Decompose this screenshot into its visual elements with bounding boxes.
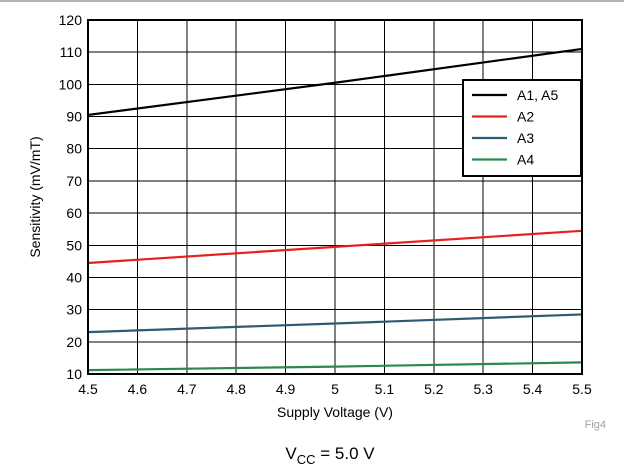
y-tick-labels: 10 20 30 40 50 60 70 80 90 100 110 120	[59, 12, 83, 382]
legend-entry: A2	[472, 109, 534, 125]
figure-id: Fig4	[585, 419, 606, 431]
legend-entry: A1, A5	[472, 87, 558, 103]
y-tick-label: 60	[66, 205, 82, 221]
y-tick-label: 20	[66, 334, 82, 350]
caption-value: = 5.0 V	[316, 444, 376, 463]
y-tick-label: 70	[66, 173, 82, 189]
x-tick-label: 4.7	[177, 381, 197, 397]
grid-lines	[87, 19, 583, 375]
legend-label: A2	[517, 109, 534, 125]
legend-label: A1, A5	[517, 87, 558, 103]
x-tick-label: 5.5	[572, 381, 592, 397]
x-tick-label: 4.9	[276, 381, 296, 397]
legend-entry: A3	[472, 130, 534, 146]
y-tick-label: 40	[66, 269, 82, 285]
x-tick-label: 4.5	[78, 381, 98, 397]
y-tick-label: 50	[66, 237, 82, 253]
x-tick-label: 5	[331, 381, 339, 397]
x-tick-label: 5.3	[473, 381, 493, 397]
legend-label: A4	[517, 152, 534, 168]
x-tick-label: 5.2	[424, 381, 444, 397]
y-tick-label: 10	[66, 366, 82, 382]
caption-symbol: V	[285, 444, 297, 463]
caption: VCC = 5.0 V	[285, 444, 375, 467]
x-tick-label: 5.1	[375, 381, 395, 397]
x-tick-label: 5.4	[523, 381, 543, 397]
y-tick-label: 30	[66, 302, 82, 318]
x-axis-title: Supply Voltage (V)	[277, 404, 393, 420]
x-tick-labels: 4.5 4.6 4.7 4.8 4.9 5 5.1 5.2 5.3 5.4 5.5	[78, 381, 592, 397]
plot-frame	[87, 19, 583, 375]
y-tick-label: 120	[59, 12, 83, 28]
legend-items: A1, A5 A2 A3 A4	[472, 87, 558, 168]
legend: A1, A5 A2 A3 A4	[462, 79, 582, 177]
series-line-3	[87, 313, 583, 334]
y-axis-title: Sensitivity (mV/mT)	[27, 136, 43, 257]
x-tick-label: 4.6	[128, 381, 148, 397]
y-tick-label: 100	[59, 76, 83, 92]
legend-label: A3	[517, 130, 534, 146]
y-tick-label: 90	[66, 109, 82, 125]
series-line-2	[87, 229, 583, 265]
y-tick-label: 110	[60, 44, 83, 60]
caption-subscript: CC	[297, 452, 316, 467]
data-series	[87, 47, 583, 372]
series-line-1	[87, 47, 583, 117]
x-tick-label: 4.8	[226, 381, 246, 397]
legend-entry: A4	[472, 152, 534, 168]
series-line-4	[87, 361, 583, 372]
y-tick-label: 80	[66, 141, 82, 157]
